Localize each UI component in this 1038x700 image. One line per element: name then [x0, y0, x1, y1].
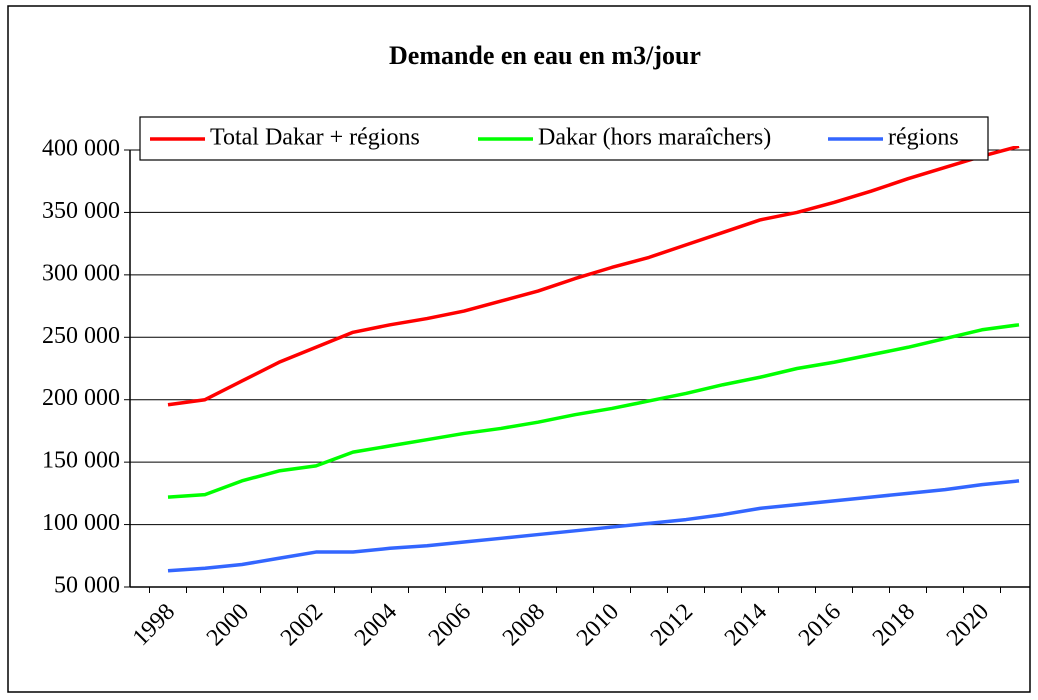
series-group	[167, 146, 1020, 407]
y-tick-label: 250 000	[42, 323, 120, 349]
series-line	[167, 479, 1020, 573]
y-tick-label: 300 000	[42, 260, 120, 286]
legend-label: Dakar (hors maraîchers)	[538, 125, 771, 151]
series-group	[167, 323, 1020, 499]
chart-title: Demande en eau en m3/jour	[389, 41, 701, 70]
series-line	[167, 323, 1020, 499]
legend-label: régions	[888, 125, 959, 151]
y-tick-label: 400 000	[42, 136, 120, 162]
series-line	[167, 146, 1020, 407]
y-tick-label: 100 000	[42, 510, 120, 536]
y-tick-label: 350 000	[42, 198, 120, 224]
y-tick-label: 200 000	[42, 385, 120, 411]
y-tick-label: 150 000	[42, 448, 120, 474]
series-group	[167, 479, 1020, 573]
y-tick-label: 50 000	[54, 573, 120, 599]
legend-label: Total Dakar + régions	[210, 125, 420, 151]
